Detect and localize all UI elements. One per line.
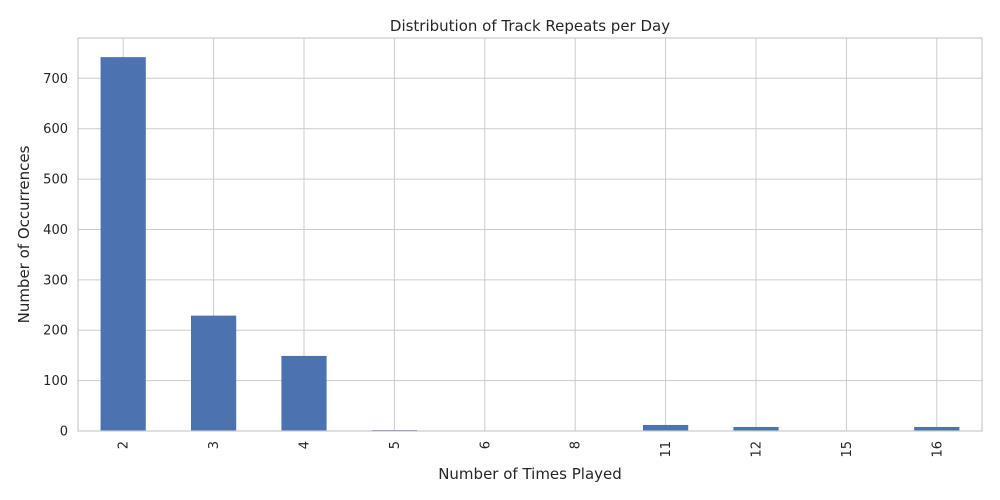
- y-tick-label: 300: [43, 273, 68, 288]
- x-tick-label: 3: [207, 441, 222, 449]
- grid: [78, 38, 982, 432]
- bar-2: [100, 57, 146, 432]
- x-tick-label: 11: [659, 441, 674, 458]
- x-tick-label: 16: [930, 441, 945, 458]
- bar-16: [914, 426, 960, 431]
- y-tick-label: 100: [43, 374, 68, 389]
- bar-4: [281, 355, 327, 431]
- y-tick-label: 500: [43, 173, 68, 188]
- y-tick-label: 700: [43, 72, 68, 87]
- x-tick-label: 15: [840, 441, 855, 458]
- plot-frame: [77, 37, 983, 432]
- bar-12: [733, 426, 779, 431]
- bars: [100, 57, 960, 432]
- bar-3: [191, 315, 237, 431]
- x-tick-label: 2: [117, 441, 132, 449]
- x-axis-label: Number of Times Played: [438, 465, 622, 483]
- x-tick-label: 12: [750, 441, 765, 458]
- x-tick-label: 4: [298, 441, 313, 449]
- y-axis-label: Number of Occurrences: [15, 145, 33, 323]
- x-tick-label: 6: [478, 441, 493, 449]
- x-tick-label: 5: [388, 441, 403, 449]
- y-tick-label: 600: [43, 122, 68, 137]
- y-tick-label: 200: [43, 324, 68, 339]
- bar-11: [643, 424, 689, 431]
- x-ticks: 2 3 4 5 6 8 11 12 15 16: [117, 441, 946, 458]
- x-tick-label: 8: [569, 441, 584, 449]
- y-tick-label: 400: [43, 223, 68, 238]
- y-tick-label: 0: [60, 425, 68, 440]
- chart-title: Distribution of Track Repeats per Day: [390, 17, 670, 35]
- y-ticks: 0 100 200 300 400 500 600 700: [43, 72, 68, 440]
